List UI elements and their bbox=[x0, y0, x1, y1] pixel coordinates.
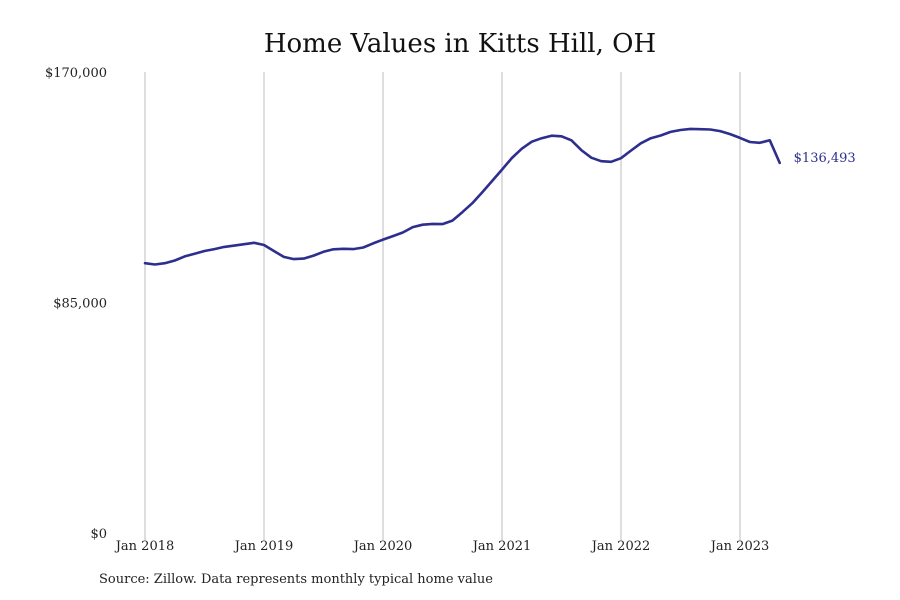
x-tick-label: Jan 2019 bbox=[233, 539, 294, 554]
y-axis-ticks: $170,000 $85,000 $0 bbox=[45, 66, 107, 542]
chart-title: Home Values in Kitts Hill, OH bbox=[264, 29, 656, 59]
gridlines bbox=[144, 72, 741, 540]
y-tick-label: $170,000 bbox=[45, 66, 107, 81]
source-note: Source: Zillow. Data represents monthly … bbox=[99, 572, 493, 587]
x-tick-label: Jan 2022 bbox=[590, 539, 651, 554]
x-tick-label: Jan 2021 bbox=[471, 539, 532, 554]
x-tick-label: Jan 2023 bbox=[709, 539, 770, 554]
x-tick-label: Jan 2020 bbox=[352, 539, 413, 554]
home-value-line bbox=[143, 127, 781, 266]
last-value-label: $136,493 bbox=[794, 151, 856, 166]
y-tick-label: $0 bbox=[90, 527, 107, 542]
y-tick-label: $85,000 bbox=[53, 297, 107, 312]
x-axis-ticks: Jan 2018 Jan 2019 Jan 2020 Jan 2021 Jan 2022… bbox=[114, 539, 770, 554]
x-tick-label: Jan 2018 bbox=[114, 539, 175, 554]
